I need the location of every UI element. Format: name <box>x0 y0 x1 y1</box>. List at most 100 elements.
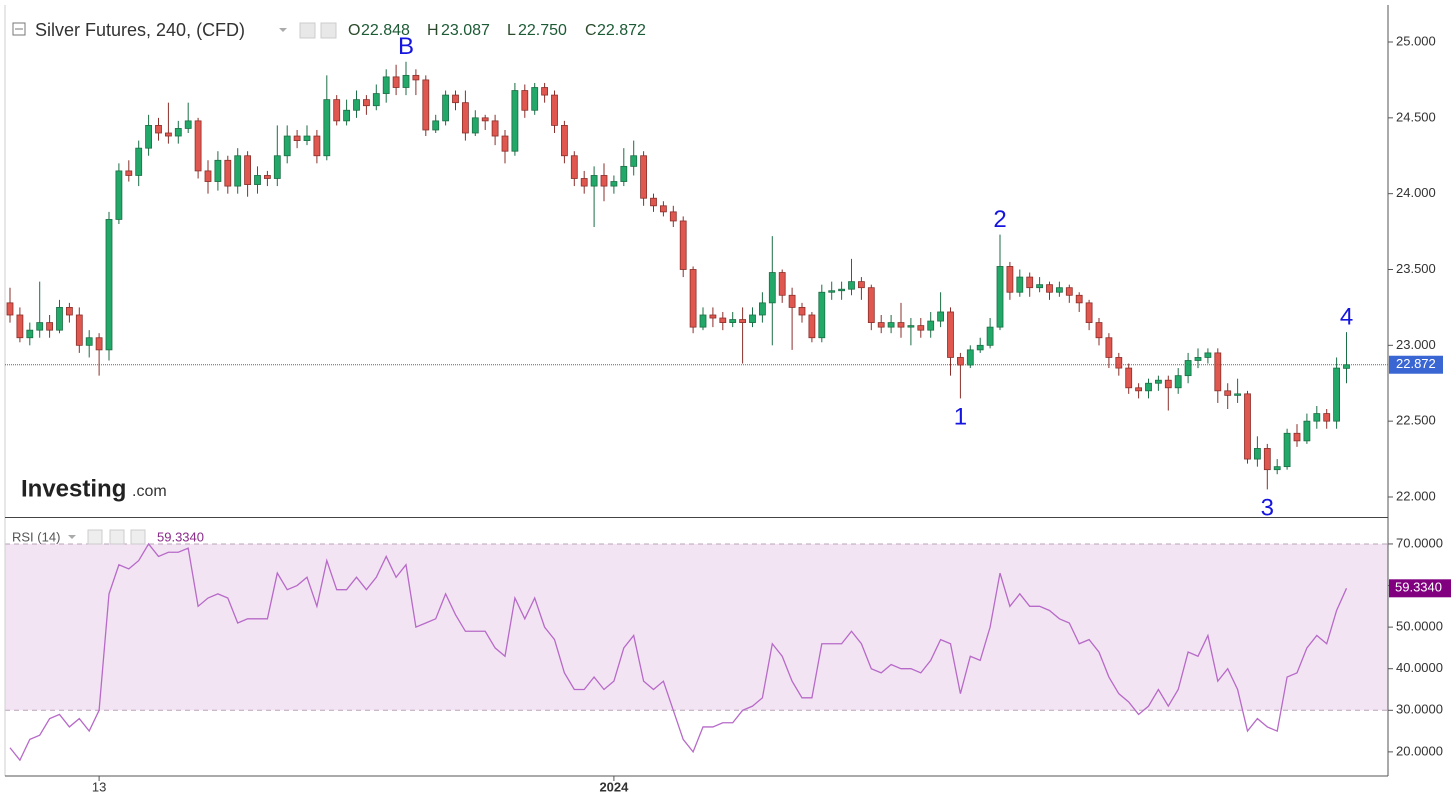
candle-body <box>194 120 202 172</box>
wave-label: 4 <box>1340 303 1353 330</box>
candle-body <box>838 288 845 292</box>
candle-body <box>382 76 390 94</box>
candle-body <box>293 135 301 141</box>
y-tick-label: 25.000 <box>1396 33 1436 48</box>
candle-body <box>214 159 222 182</box>
candle-body <box>26 329 34 339</box>
candle-body <box>1016 276 1024 293</box>
dropdown-arrow[interactable] <box>279 28 287 32</box>
config-icon[interactable] <box>320 22 337 39</box>
candle-body <box>6 302 14 316</box>
ohlc-value: 23.087 <box>441 22 490 39</box>
candle-body <box>164 132 172 137</box>
candle-body <box>273 155 281 179</box>
candle-body <box>1056 287 1063 293</box>
ohlc-value: 22.872 <box>597 22 646 39</box>
rsi-last-box <box>1389 579 1451 598</box>
candle-body <box>75 314 83 346</box>
candle-body <box>739 319 746 323</box>
candle-body <box>432 120 440 131</box>
ohlc-value: 22.848 <box>361 22 410 39</box>
candle-body <box>818 291 826 339</box>
rsi-last-value: 59.3340 <box>157 529 204 544</box>
candle-body <box>511 90 519 152</box>
candle-body <box>580 178 588 187</box>
wave-label: 1 <box>954 404 967 431</box>
rsi-config-icon[interactable] <box>109 529 125 545</box>
candle-body <box>907 325 915 328</box>
candle-body <box>323 99 331 157</box>
rsi-close-icon[interactable] <box>130 529 146 545</box>
chart-title: Silver Futures, 240, (CFD) <box>35 20 245 40</box>
candle-body <box>392 76 400 88</box>
candle-body <box>1343 364 1350 369</box>
candle-body <box>759 302 766 316</box>
candle-body <box>1273 466 1281 471</box>
candle-body <box>749 314 756 323</box>
candle-body <box>768 272 776 304</box>
ohlc-key: H <box>427 22 439 39</box>
candle-body <box>877 322 885 328</box>
candle-body <box>46 322 53 331</box>
candle-body <box>174 128 182 137</box>
rsi-title: RSI (14) <box>12 529 60 544</box>
dropdown-arrow[interactable] <box>68 535 76 539</box>
candle-body <box>184 120 192 129</box>
candle-body <box>343 109 351 122</box>
settings-icon[interactable] <box>299 22 316 39</box>
ohlc-key: O <box>348 22 360 39</box>
candle-body <box>85 337 93 346</box>
candle-body <box>600 175 608 187</box>
candle-body <box>897 322 905 328</box>
candle-body <box>333 99 341 122</box>
plot-area <box>6 61 1350 490</box>
rsi-settings-icon[interactable] <box>87 529 103 545</box>
ohlc-key: L <box>507 22 516 39</box>
candle-body <box>1155 379 1162 384</box>
rsi-y-tick-label: 20.0000 <box>1396 743 1443 758</box>
candle-body <box>254 175 261 185</box>
y-tick-label: 23.500 <box>1396 261 1436 276</box>
candle-body <box>303 135 311 141</box>
y-tick-label: 22.500 <box>1396 413 1436 428</box>
wave-label: 2 <box>993 206 1006 233</box>
candle-body <box>1283 432 1291 468</box>
candle-body <box>1293 432 1301 442</box>
candle-body <box>927 320 935 331</box>
candle-body <box>105 219 113 351</box>
rsi-y-tick-label: 50.0000 <box>1396 619 1443 634</box>
candle-body <box>1174 375 1182 389</box>
candle-body <box>986 326 994 346</box>
candle-body <box>848 281 855 290</box>
candle-body <box>36 322 44 331</box>
watermark-brand: Investing <box>21 475 126 502</box>
x-tick-label: 2024 <box>599 779 629 794</box>
candle-body <box>461 102 469 134</box>
candle-body <box>66 307 73 316</box>
candle-body <box>56 307 63 331</box>
candle-body <box>561 125 568 157</box>
candle-body <box>610 181 618 187</box>
candle-body <box>660 205 667 213</box>
candle-body <box>95 337 103 351</box>
candle-body <box>1164 379 1172 389</box>
candle-body <box>263 175 271 179</box>
last-price-box <box>1389 355 1443 374</box>
candle-body <box>1194 357 1202 361</box>
candle-body <box>867 287 875 323</box>
candle-body <box>531 87 539 111</box>
candle-body <box>828 290 836 293</box>
candle-body <box>481 117 489 122</box>
candle-body <box>640 155 647 199</box>
candle-body <box>1323 413 1331 422</box>
candle-body <box>234 155 242 187</box>
candle-body <box>1026 276 1034 289</box>
candle-body <box>372 93 380 107</box>
rsi-y-tick-label: 70.0000 <box>1396 535 1443 550</box>
rsi-y-tick-label: 30.0000 <box>1396 702 1443 717</box>
candle-body <box>1204 352 1212 358</box>
candle-body <box>135 147 143 176</box>
candle-body <box>362 99 370 107</box>
rsi-line <box>9 542 1348 762</box>
candle-body <box>650 197 657 207</box>
